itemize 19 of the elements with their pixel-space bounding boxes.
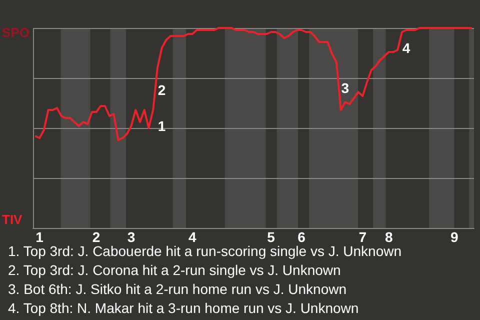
text: TIV	[2, 212, 23, 227]
x-tick-label: 3	[127, 229, 136, 245]
annotation: 2	[158, 82, 166, 98]
annotation: 4	[402, 40, 410, 56]
text: 2. Top 3rd: J. Corona hit a 2-run single vs J. Unknown	[8, 262, 341, 278]
x-tick-label: 6	[298, 229, 306, 245]
x-tick-label: 4	[188, 229, 196, 245]
text: 4. Top 8th: N. Makar hit a 3-run home run vs J. Unknown	[8, 300, 359, 316]
x-tick-label: 9	[450, 229, 458, 245]
x-tick-label: 2	[92, 229, 100, 245]
annotation: 1	[158, 118, 166, 134]
x-tick-label: 5	[267, 229, 276, 245]
x-tick-label: 8	[384, 229, 393, 245]
x-tick-label: 7	[358, 229, 367, 245]
text: 3. Bot 6th: J. Sitko hit a 2-run home run vs J. Unknown	[8, 281, 346, 297]
text: 1. Top 3rd: J. Cabouerde hit a run-scoring single vs J. Unknown	[8, 243, 402, 259]
annotation: 3	[341, 80, 350, 96]
text: SPO	[2, 25, 30, 40]
x-tick-label: 1	[36, 229, 44, 245]
